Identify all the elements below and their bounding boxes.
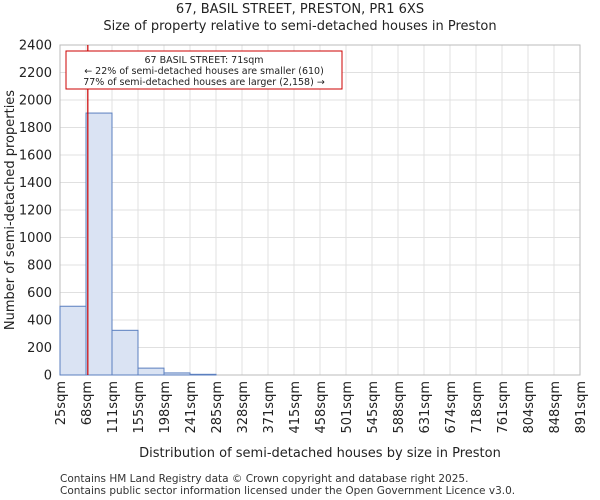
- chart-subtitle: Size of property relative to semi-detach…: [103, 19, 497, 34]
- histogram-bar: [59, 305, 87, 376]
- x-tick-label: 155sqm: [132, 381, 147, 434]
- annotation-box: [65, 50, 343, 90]
- y-axis-label: Number of semi-detached properties: [3, 90, 18, 330]
- y-tick-label: 2200: [19, 66, 52, 81]
- y-tick-label: 800: [27, 259, 52, 274]
- x-tick-label: 328sqm: [236, 381, 251, 434]
- plot-frame: [59, 44, 581, 376]
- x-tick-label: 545sqm: [366, 381, 381, 434]
- y-tick-label: 1800: [19, 121, 52, 136]
- x-tick-label: 631sqm: [418, 381, 433, 434]
- grid-lines: [59, 44, 581, 376]
- x-tick-label: 111sqm: [106, 381, 121, 434]
- x-tick-label: 371sqm: [262, 381, 277, 434]
- y-tick-label: 2000: [19, 94, 52, 109]
- x-tick-label: 68sqm: [80, 381, 95, 425]
- x-axis-label: Distribution of semi-detached houses by …: [139, 446, 501, 461]
- y-tick-label: 200: [27, 341, 52, 356]
- footer-licence: Contains public sector information licen…: [60, 485, 516, 497]
- x-tick-label: 674sqm: [444, 381, 459, 434]
- x-tick-label: 761sqm: [496, 381, 511, 434]
- y-tick-label: 1200: [19, 204, 52, 219]
- histogram-chart: 0 200 400 600 800 1000 1200 1400 1600 1800 2000 220…: [3, 39, 589, 462]
- y-tick-label: 600: [27, 286, 52, 301]
- histogram-bar: [163, 372, 191, 376]
- y-axis-ticks: 0 200 400 600 800 1000 1200 1400 1600 1800 2000 220…: [19, 39, 52, 384]
- x-tick-label: 25sqm: [54, 381, 69, 425]
- x-tick-label: 241sqm: [184, 381, 199, 434]
- y-tick-label: 2400: [19, 39, 52, 54]
- x-tick-label: 198sqm: [158, 381, 173, 434]
- x-tick-label: 415sqm: [288, 381, 303, 434]
- y-tick-label: 1400: [19, 176, 52, 191]
- y-tick-label: 400: [27, 314, 52, 329]
- x-tick-label: 285sqm: [210, 381, 225, 434]
- annotation-smaller: ← 22% of semi-detached houses are smalle…: [84, 66, 324, 77]
- histogram-bar: [85, 112, 113, 376]
- x-tick-label: 891sqm: [574, 381, 589, 434]
- x-tick-label: 804sqm: [522, 381, 537, 434]
- footer-copyright: Contains HM Land Registry data © Crown c…: [60, 473, 469, 485]
- histogram-bar: [111, 329, 139, 376]
- histogram-bar: [137, 367, 165, 376]
- y-tick-label: 1000: [19, 231, 52, 246]
- histogram-bar: [189, 373, 217, 376]
- x-tick-label: 501sqm: [340, 381, 355, 434]
- bars: [59, 112, 217, 376]
- y-tick-label: 0: [44, 369, 52, 384]
- chart-title: 67, BASIL STREET, PRESTON, PR1 6XS: [175, 2, 425, 17]
- annotation-title: 67 BASIL STREET: 71sqm: [144, 55, 263, 66]
- x-tick-label: 588sqm: [392, 381, 407, 434]
- x-tick-label: 718sqm: [470, 381, 485, 434]
- x-tick-label: 458sqm: [314, 381, 329, 434]
- y-tick-label: 1600: [19, 149, 52, 164]
- x-tick-label: 848sqm: [548, 381, 563, 434]
- x-axis-ticks: 25sqm 68sqm 111sqm 155sqm 198sqm 241sqm 285sqm…: [54, 381, 589, 434]
- annotation-larger: 77% of semi-detached houses are larger (…: [83, 77, 325, 88]
